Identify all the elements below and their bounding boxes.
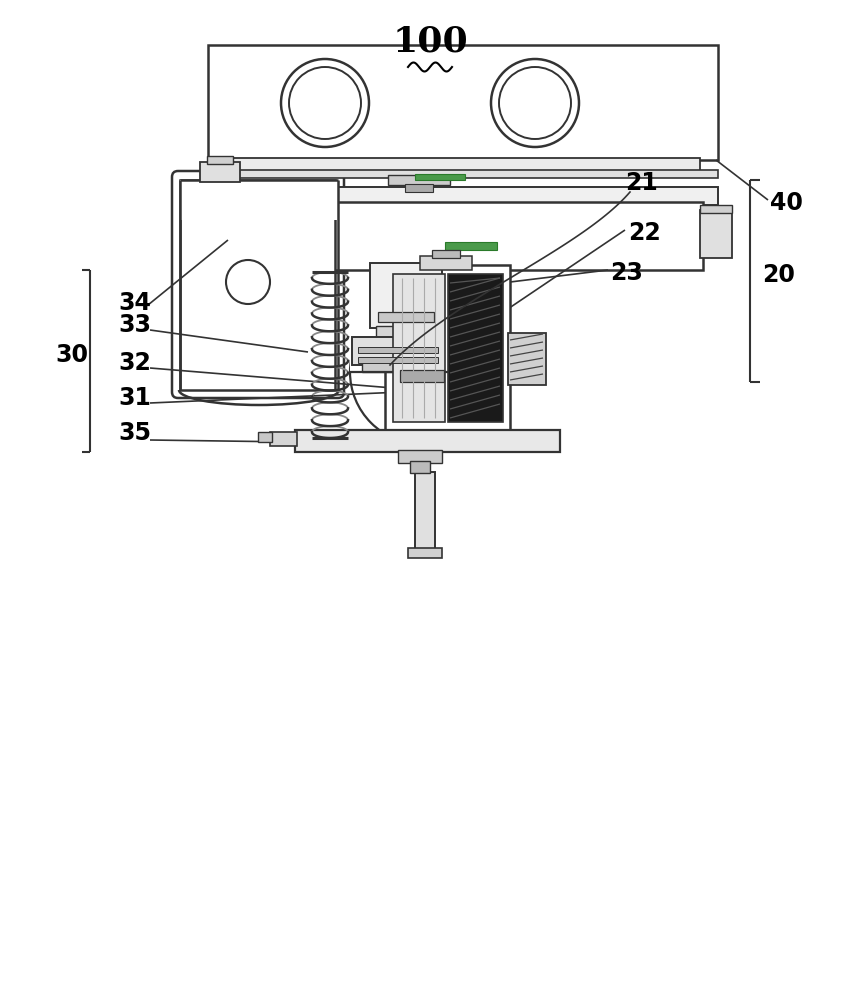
Text: 100: 100: [392, 25, 468, 59]
Circle shape: [499, 67, 571, 139]
Text: 20: 20: [762, 263, 795, 287]
Bar: [393, 274, 445, 422]
Bar: [295, 430, 560, 452]
Bar: [378, 312, 434, 322]
Bar: [700, 210, 732, 258]
Bar: [448, 274, 503, 422]
Bar: [352, 337, 444, 365]
Bar: [208, 45, 718, 160]
Text: 34: 34: [118, 291, 151, 315]
Text: 22: 22: [628, 221, 660, 245]
Text: 23: 23: [610, 261, 643, 285]
Bar: [362, 362, 434, 372]
Bar: [358, 347, 438, 353]
Circle shape: [226, 260, 270, 304]
Bar: [208, 170, 718, 178]
Text: 33: 33: [118, 313, 151, 337]
Circle shape: [289, 67, 361, 139]
Text: 21: 21: [625, 171, 658, 195]
Bar: [180, 180, 338, 220]
Bar: [200, 162, 240, 182]
Bar: [405, 184, 433, 192]
Bar: [350, 297, 495, 372]
Bar: [415, 174, 465, 180]
Bar: [358, 357, 438, 363]
Bar: [258, 432, 272, 442]
Bar: [270, 432, 297, 446]
Circle shape: [491, 59, 579, 147]
Text: 40: 40: [770, 191, 802, 215]
Text: 31: 31: [118, 386, 151, 410]
Circle shape: [281, 59, 369, 147]
Bar: [207, 156, 233, 164]
Bar: [415, 472, 435, 552]
Bar: [228, 202, 703, 270]
Bar: [420, 256, 472, 270]
Text: 30: 30: [55, 343, 88, 367]
Bar: [700, 205, 732, 213]
Bar: [180, 180, 335, 390]
Bar: [445, 242, 497, 250]
Bar: [388, 175, 450, 185]
Bar: [408, 548, 442, 558]
Text: 35: 35: [118, 421, 151, 445]
Bar: [508, 333, 546, 385]
Bar: [225, 158, 700, 172]
Bar: [385, 265, 510, 430]
Bar: [370, 263, 442, 328]
FancyBboxPatch shape: [172, 171, 344, 398]
Bar: [400, 370, 444, 382]
Circle shape: [350, 300, 494, 444]
Bar: [432, 250, 460, 258]
Bar: [398, 450, 442, 463]
Bar: [376, 326, 436, 340]
Bar: [208, 210, 230, 260]
Bar: [208, 187, 718, 205]
Bar: [410, 461, 430, 473]
Text: 32: 32: [118, 351, 151, 375]
